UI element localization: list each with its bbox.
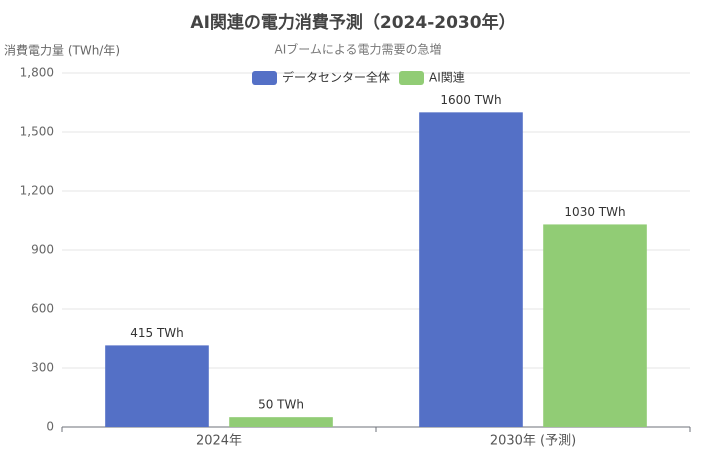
y-tick-label: 600 bbox=[31, 302, 54, 316]
x-tick-label: 2024年 bbox=[196, 434, 242, 449]
value-label: 415 TWh bbox=[130, 326, 184, 340]
bar bbox=[419, 112, 523, 427]
value-label: 50 TWh bbox=[258, 398, 304, 412]
chart-title: AI関連の電力消費予測（2024-2030年） bbox=[190, 12, 515, 33]
y-tick-label: 1,800 bbox=[20, 66, 54, 80]
y-axis-label: 消費電力量 (TWh/年) bbox=[4, 43, 120, 58]
y-tick-label: 300 bbox=[31, 361, 54, 375]
y-tick-label: 0 bbox=[46, 420, 54, 434]
bar bbox=[543, 224, 647, 427]
legend-label: データセンター全体 bbox=[282, 70, 390, 85]
y-tick-label: 1,200 bbox=[20, 184, 54, 198]
x-tick-label: 2030年 (予測) bbox=[490, 434, 576, 449]
bar bbox=[229, 417, 333, 427]
legend-swatch bbox=[252, 71, 277, 85]
value-label: 1600 TWh bbox=[440, 93, 501, 107]
bar bbox=[105, 345, 209, 427]
y-tick-label: 1,500 bbox=[20, 125, 54, 139]
chart-subtitle: AIブームによる電力需要の急増 bbox=[274, 42, 441, 57]
legend-swatch bbox=[399, 71, 424, 85]
y-tick-label: 900 bbox=[31, 243, 54, 257]
value-label: 1030 TWh bbox=[564, 205, 625, 219]
legend-label: AI関連 bbox=[429, 71, 465, 85]
